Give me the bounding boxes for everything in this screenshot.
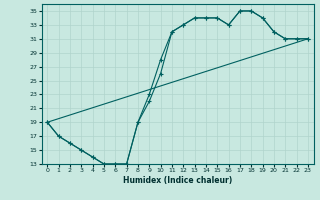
X-axis label: Humidex (Indice chaleur): Humidex (Indice chaleur): [123, 176, 232, 185]
